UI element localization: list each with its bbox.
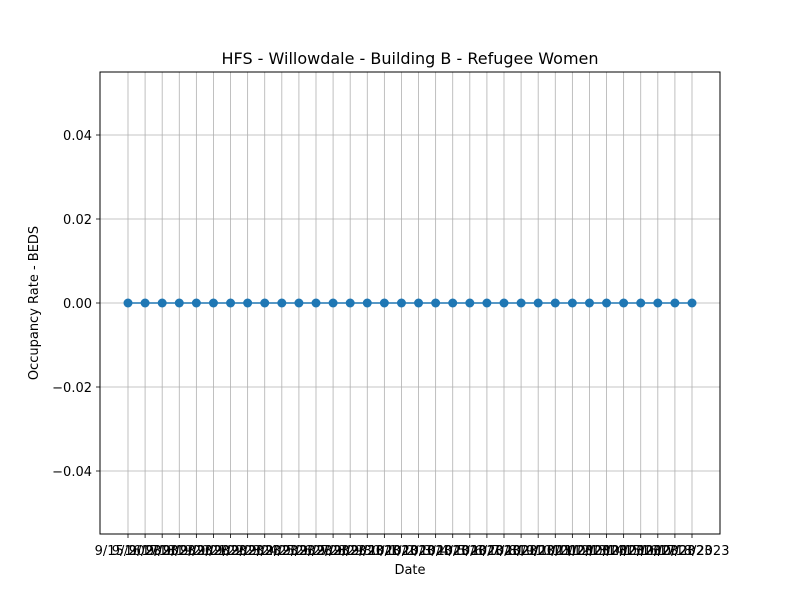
data-point [260, 298, 270, 308]
data-point [396, 298, 406, 308]
x-tick-label: 10/12/2023 [552, 544, 627, 559]
x-tick-label: 9/25/2023 [266, 544, 333, 559]
y-tick-label: −0.04 [52, 465, 92, 480]
data-point [277, 298, 287, 308]
data-point [516, 298, 526, 308]
x-axis-ticks: 9/15/20239/16/20239/17/20239/18/20239/19… [95, 534, 730, 559]
data-point [482, 298, 492, 308]
data-point [550, 298, 560, 308]
x-tick-label: 9/28/2023 [317, 544, 384, 559]
x-tick-label: 9/15/2023 [95, 544, 162, 559]
x-tick-label: 10/9/2023 [505, 544, 572, 559]
x-tick-label: 9/16/2023 [112, 544, 179, 559]
data-point [328, 298, 338, 308]
x-tick-label: 9/24/2023 [248, 544, 315, 559]
data-point [567, 298, 577, 308]
x-tick-label: 10/1/2023 [368, 544, 435, 559]
x-tick-label: 10/10/2023 [518, 544, 593, 559]
x-tick-label: 9/29/2023 [334, 544, 401, 559]
data-point [670, 298, 680, 308]
x-tick-label: 10/11/2023 [535, 544, 610, 559]
data-point [243, 298, 253, 308]
data-point [379, 298, 389, 308]
x-axis-label: Date [394, 563, 425, 578]
y-tick-label: 0.04 [63, 129, 92, 144]
x-tick-label: 9/20/2023 [180, 544, 247, 559]
data-point [191, 298, 201, 308]
data-point [174, 298, 184, 308]
y-tick-label: 0.02 [63, 213, 92, 228]
data-point [465, 298, 475, 308]
x-tick-label: 10/14/2023 [586, 544, 661, 559]
data-point [362, 298, 372, 308]
x-tick-label: 9/19/2023 [163, 544, 230, 559]
x-tick-label: 10/5/2023 [436, 544, 503, 559]
x-tick-label: 9/21/2023 [197, 544, 264, 559]
x-tick-label: 9/18/2023 [146, 544, 213, 559]
data-point [584, 298, 594, 308]
data-point [294, 298, 304, 308]
chart-title: HFS - Willowdale - Building B - Refugee … [221, 49, 598, 68]
data-point [414, 298, 424, 308]
x-tick-label: 10/16/2023 [620, 544, 695, 559]
data-point [311, 298, 321, 308]
y-axis-ticks: −0.04 −0.02 0.00 0.02 0.04 [52, 129, 100, 480]
x-tick-label: 10/15/2023 [603, 544, 678, 559]
x-tick-label: 10/17/2023 [637, 544, 712, 559]
x-tick-label: 10/7/2023 [471, 544, 538, 559]
series-points [123, 298, 697, 308]
data-point [602, 298, 612, 308]
x-tick-label: 10/3/2023 [402, 544, 469, 559]
x-tick-label: 10/8/2023 [488, 544, 555, 559]
data-point [431, 298, 441, 308]
x-tick-label: 9/22/2023 [214, 544, 281, 559]
data-point [157, 298, 167, 308]
x-tick-label: 10/18/2023 [655, 544, 730, 559]
x-tick-label: 10/13/2023 [569, 544, 644, 559]
data-point [636, 298, 646, 308]
y-axis-label: Occupancy Rate - BEDS [27, 226, 42, 380]
data-point [687, 298, 697, 308]
data-point [123, 298, 133, 308]
x-tick-label: 10/6/2023 [454, 544, 521, 559]
data-point [140, 298, 150, 308]
data-point [345, 298, 355, 308]
data-point [499, 298, 509, 308]
data-point [226, 298, 236, 308]
data-point [619, 298, 629, 308]
x-tick-label: 9/23/2023 [231, 544, 298, 559]
x-tick-label: 10/2/2023 [385, 544, 452, 559]
y-tick-label: 0.00 [63, 297, 92, 312]
data-point [208, 298, 218, 308]
x-tick-label: 9/30/2023 [351, 544, 418, 559]
y-tick-label: −0.02 [52, 381, 92, 396]
data-point [448, 298, 458, 308]
data-point [533, 298, 543, 308]
x-tick-label: 10/4/2023 [419, 544, 486, 559]
x-tick-label: 9/27/2023 [300, 544, 367, 559]
x-tick-label: 9/17/2023 [129, 544, 196, 559]
data-point [653, 298, 663, 308]
x-tick-label: 9/26/2023 [283, 544, 350, 559]
